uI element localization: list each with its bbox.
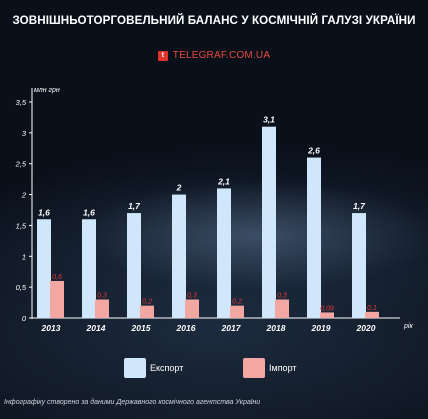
bar-import	[140, 305, 154, 318]
data-label-import: 0,2	[232, 299, 242, 306]
legend-label-import: Імпорт	[269, 363, 297, 373]
legend-item-import: Імпорт	[243, 358, 297, 378]
bar-import	[365, 311, 379, 318]
data-label-import: 0,3	[277, 292, 287, 299]
legend: Експорт Імпорт	[0, 358, 428, 380]
y-axis-label: млн грн	[34, 87, 60, 94]
legend-label-export: Експорт	[150, 363, 184, 373]
bar-import	[275, 299, 289, 318]
x-tick-label: 2019	[311, 323, 331, 333]
data-label-export: 2	[176, 183, 182, 193]
x-tick-label: 2018	[266, 323, 286, 333]
y-tick-label: 2,5	[15, 160, 27, 169]
legend-item-export: Експорт	[124, 358, 183, 378]
y-tick-label: 3	[22, 129, 27, 138]
bar-export	[352, 213, 366, 318]
y-tick-label: 0	[22, 314, 27, 323]
bar-export	[82, 219, 96, 318]
x-axis-label: рік	[403, 322, 413, 330]
data-label-export: 1,6	[38, 207, 50, 217]
bar-export	[127, 213, 141, 318]
data-label-export: 2,6	[307, 146, 320, 156]
data-label-export: 3,1	[263, 115, 275, 125]
bar-import	[185, 299, 199, 318]
page-title: ЗОВНІШНЬОТОРГОВЕЛЬНИЙ БАЛАНС У КОСМІЧНІЙ…	[12, 14, 416, 27]
legend-swatch-import	[243, 358, 265, 378]
data-label-import: 0,2	[142, 299, 152, 306]
brand: t TELEGRAF.COM.UA	[0, 50, 428, 61]
data-label-export: 1,7	[128, 201, 141, 211]
brand-text: TELEGRAF.COM.UA	[172, 50, 271, 61]
bar-import	[50, 280, 64, 318]
bar-import	[320, 312, 334, 318]
y-tick-label: 1,5	[16, 221, 27, 230]
bar-export	[37, 219, 51, 318]
y-tick-label: 1	[22, 252, 26, 261]
bar-export	[217, 188, 231, 318]
bar-export	[172, 194, 186, 318]
data-label-import: 0,6	[52, 274, 62, 281]
data-label-export: 1,7	[353, 201, 366, 211]
y-tick-label: 0,5	[16, 283, 27, 292]
x-tick-label: 2016	[176, 323, 196, 333]
source-note: Інфографіку створено за даними Державног…	[4, 399, 261, 406]
y-tick-label: 2	[21, 191, 27, 200]
telegraf-logo-icon: t	[157, 50, 168, 61]
bar-import	[95, 299, 109, 318]
data-label-import: 0,3	[187, 292, 197, 299]
bar-import	[230, 305, 244, 318]
data-label-export: 1,6	[83, 207, 95, 217]
data-label-import: 0,3	[97, 292, 107, 299]
data-label-export: 2,1	[217, 176, 230, 186]
data-label-import: 0,1	[367, 305, 377, 312]
x-tick-label: 2013	[41, 323, 61, 333]
y-tick-label: 3,5	[16, 98, 27, 107]
x-tick-label: 2014	[86, 323, 106, 333]
data-label-import: 0,09	[320, 305, 334, 312]
bar-export	[262, 126, 276, 318]
bar-export	[307, 157, 321, 318]
x-tick-label: 2020	[356, 323, 376, 333]
x-tick-label: 2015	[131, 323, 151, 333]
legend-swatch-export	[124, 358, 146, 378]
x-tick-label: 2017	[221, 323, 242, 333]
